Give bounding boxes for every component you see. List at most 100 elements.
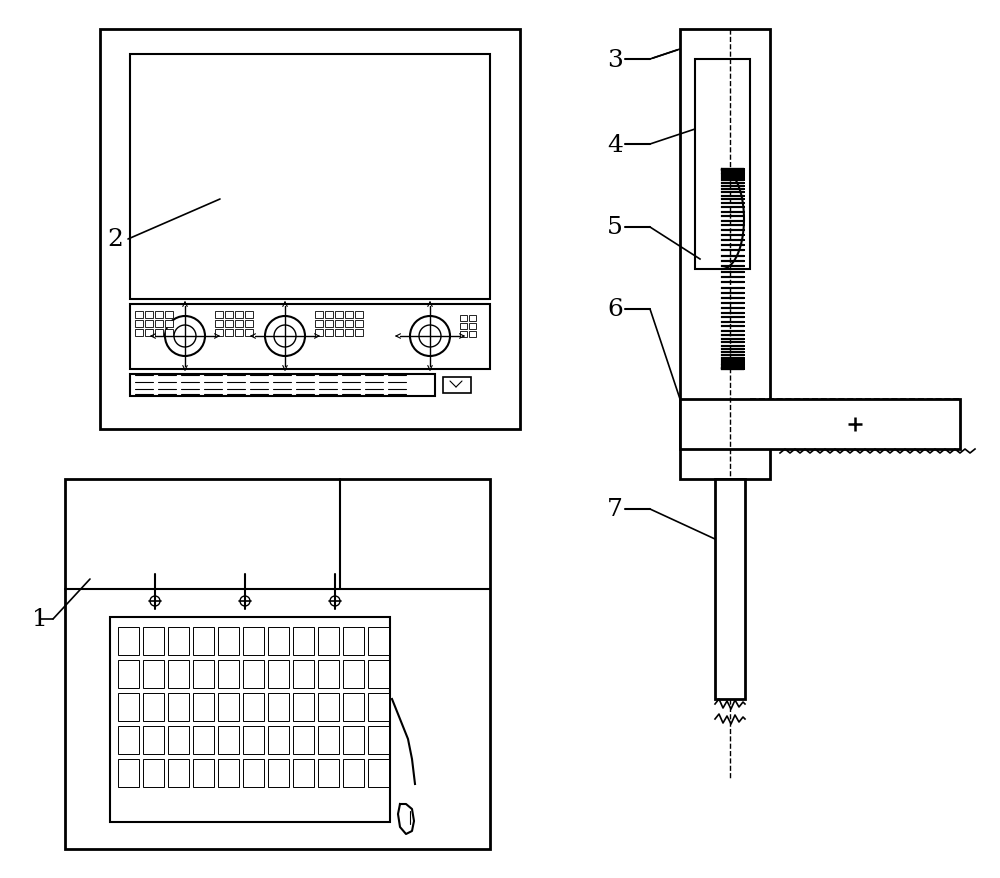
Bar [235, 329, 243, 336]
Bar [318, 660, 339, 688]
Bar [168, 627, 189, 655]
Circle shape [265, 317, 305, 356]
Bar [343, 694, 364, 721]
Bar [318, 726, 339, 754]
Circle shape [274, 326, 296, 348]
Bar [168, 660, 189, 688]
Bar [165, 329, 173, 336]
Bar [268, 726, 289, 754]
Bar [168, 759, 189, 787]
Circle shape [165, 317, 205, 356]
Bar [110, 617, 390, 822]
Bar [268, 660, 289, 688]
Bar [368, 627, 389, 655]
Bar [293, 694, 314, 721]
Bar [215, 312, 223, 319]
Bar [193, 759, 214, 787]
Bar [65, 479, 490, 849]
Bar [335, 312, 343, 319]
Bar [460, 315, 467, 321]
Bar [368, 726, 389, 754]
Text: 4: 4 [607, 133, 623, 156]
Text: 7: 7 [607, 498, 623, 521]
Bar [135, 320, 143, 327]
Bar [193, 627, 214, 655]
Bar [130, 305, 490, 370]
Circle shape [240, 596, 250, 607]
Bar [143, 627, 164, 655]
Bar [318, 694, 339, 721]
Bar [145, 320, 153, 327]
Text: 1: 1 [32, 608, 48, 630]
Bar [143, 694, 164, 721]
Bar [318, 627, 339, 655]
Circle shape [150, 596, 160, 607]
Bar [243, 627, 264, 655]
Bar [100, 30, 520, 429]
Text: 5: 5 [607, 216, 623, 239]
Bar [335, 320, 343, 327]
Bar [135, 329, 143, 336]
Bar [245, 329, 253, 336]
Bar [325, 329, 333, 336]
Bar [343, 660, 364, 688]
Bar [368, 660, 389, 688]
Bar [355, 329, 363, 336]
Bar [343, 726, 364, 754]
Bar [680, 399, 960, 450]
Bar [165, 320, 173, 327]
Bar [168, 694, 189, 721]
Bar [315, 320, 323, 327]
Bar [268, 627, 289, 655]
Bar [243, 660, 264, 688]
Bar [145, 312, 153, 319]
Bar [225, 329, 233, 336]
Bar [335, 329, 343, 336]
Bar [469, 332, 476, 338]
Bar [155, 329, 163, 336]
Bar [343, 759, 364, 787]
Bar [368, 759, 389, 787]
Circle shape [174, 326, 196, 348]
Bar [243, 726, 264, 754]
Bar [355, 312, 363, 319]
Bar [193, 726, 214, 754]
Bar [355, 320, 363, 327]
Bar [143, 726, 164, 754]
Bar [218, 759, 239, 787]
Bar [325, 320, 333, 327]
Bar [225, 320, 233, 327]
Bar [218, 694, 239, 721]
Bar [218, 660, 239, 688]
Text: 6: 6 [607, 299, 623, 321]
Bar [193, 694, 214, 721]
Bar [325, 312, 333, 319]
Bar [118, 660, 139, 688]
Bar [168, 726, 189, 754]
Bar [368, 694, 389, 721]
Bar [130, 55, 490, 299]
Bar [680, 30, 770, 479]
Bar [243, 759, 264, 787]
Bar [293, 726, 314, 754]
Bar [118, 759, 139, 787]
Bar [315, 312, 323, 319]
Bar [345, 312, 353, 319]
Bar [143, 759, 164, 787]
Bar [143, 660, 164, 688]
Bar [268, 694, 289, 721]
Bar [135, 312, 143, 319]
Circle shape [410, 317, 450, 356]
Bar [268, 759, 289, 787]
Bar [695, 60, 750, 270]
Bar [469, 324, 476, 329]
Bar [225, 312, 233, 319]
Bar [293, 627, 314, 655]
Bar [318, 759, 339, 787]
Bar [245, 320, 253, 327]
Bar [460, 332, 467, 338]
Bar [155, 320, 163, 327]
Bar [218, 726, 239, 754]
Bar [443, 378, 471, 393]
Bar [145, 329, 153, 336]
